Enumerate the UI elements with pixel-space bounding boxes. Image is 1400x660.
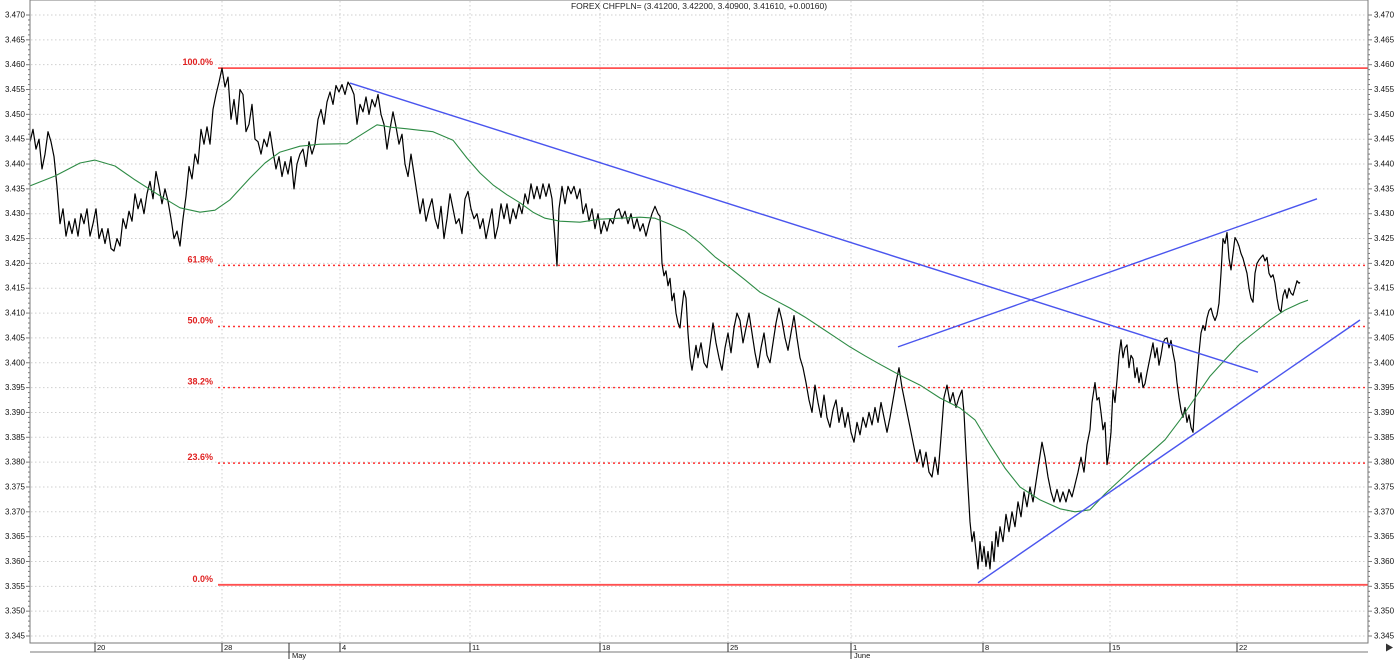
y-axis-label-right: 3.370: [1374, 507, 1395, 516]
axes: 3.345 3.345 3.350 3.350 3.355 3.355 3.360 3.360…: [5, 0, 1395, 660]
trendline-descending-resistance[interactable]: [349, 82, 1259, 373]
moving-average-polyline: [29, 124, 1309, 513]
y-axis-label-right: 3.460: [1374, 60, 1395, 69]
y-axis-label-left: 3.345: [5, 632, 26, 641]
y-axis-label-right: 3.425: [1374, 234, 1395, 243]
y-axis-label-right: 3.355: [1374, 582, 1395, 591]
y-axis-label-left: 3.370: [5, 507, 26, 516]
trendlines: [349, 82, 1361, 584]
y-axis-label-right: 3.385: [1374, 433, 1395, 442]
y-axis-label-left: 3.365: [5, 532, 26, 541]
x-axis-tick-label: 18: [602, 643, 610, 652]
y-axis-label-left: 3.395: [5, 383, 26, 392]
x-axis-tick-label: 25: [730, 643, 738, 652]
y-axis-label-left: 3.420: [5, 259, 26, 268]
y-axis-label-right: 3.445: [1374, 135, 1395, 144]
y-axis-label-left: 3.455: [5, 85, 26, 94]
y-axis-label-left: 3.445: [5, 135, 26, 144]
y-axis-label-right: 3.360: [1374, 557, 1395, 566]
y-axis-label-left: 3.465: [5, 35, 26, 44]
month-label: May: [292, 651, 306, 660]
y-axis-label-right: 3.390: [1374, 408, 1395, 417]
x-axis-tick-label: 20: [97, 643, 105, 652]
y-axis-label-left: 3.400: [5, 358, 26, 367]
y-axis-label-right: 3.375: [1374, 482, 1395, 491]
trendline-ascending-channel-upper[interactable]: [897, 198, 1318, 348]
fib-label: 61.8%: [187, 254, 213, 264]
x-axis-tick-label: 1: [853, 643, 857, 652]
y-axis-label-left: 3.460: [5, 60, 26, 69]
y-axis-label-right: 3.435: [1374, 184, 1395, 193]
y-axis-label-left: 3.375: [5, 482, 26, 491]
fib-label: 100.0%: [182, 57, 213, 67]
moving-average-line: [29, 124, 1309, 513]
y-axis-label-right: 3.400: [1374, 358, 1395, 367]
month-label: June: [854, 651, 870, 660]
y-axis-label-right: 3.395: [1374, 383, 1395, 392]
y-axis-label-left: 3.360: [5, 557, 26, 566]
y-axis-label-right: 3.455: [1374, 85, 1395, 94]
chart-title: FOREX CHFPLN= (3.41200, 3.42200, 3.40900…: [571, 1, 827, 11]
y-axis-label-right: 3.365: [1374, 532, 1395, 541]
y-axis-label-left: 3.405: [5, 333, 26, 342]
y-axis-label-right: 3.350: [1374, 607, 1395, 616]
y-axis-label-left: 3.415: [5, 284, 26, 293]
y-axis-label-right: 3.345: [1374, 632, 1395, 641]
x-axis-tick-label: 15: [1112, 643, 1120, 652]
y-axis-label-left: 3.390: [5, 408, 26, 417]
y-axis-label-left: 3.385: [5, 433, 26, 442]
y-axis-label-left: 3.350: [5, 607, 26, 616]
price-line: [29, 67, 1301, 570]
fib-label: 23.6%: [187, 452, 213, 462]
fib-label: 50.0%: [187, 315, 213, 325]
y-axis-label-right: 3.440: [1374, 160, 1395, 169]
y-axis-label-right: 3.410: [1374, 309, 1395, 318]
x-axis-tick-label: 8: [985, 643, 989, 652]
x-axis-tick-label: 11: [472, 643, 480, 652]
y-axis-label-right: 3.430: [1374, 209, 1395, 218]
x-axis-tick-label: 28: [224, 643, 232, 652]
y-axis-label-left: 3.470: [5, 11, 26, 20]
y-axis-label-left: 3.450: [5, 110, 26, 119]
trendline-ascending-support[interactable]: [977, 319, 1361, 584]
y-axis-label-right: 3.450: [1374, 110, 1395, 119]
plot-border: [29, 0, 1369, 644]
y-axis-label-left: 3.440: [5, 160, 26, 169]
gridlines: [31, 1, 1367, 642]
scroll-right-arrow-icon[interactable]: [1386, 643, 1393, 652]
fib-label: 38.2%: [187, 377, 213, 387]
y-axis-label-left: 3.435: [5, 184, 26, 193]
y-axis-label-right: 3.420: [1374, 259, 1395, 268]
y-axis-label-left: 3.380: [5, 458, 26, 467]
y-axis-label-right: 3.465: [1374, 35, 1395, 44]
y-axis-label-left: 3.430: [5, 209, 26, 218]
x-axis-tick-label: 22: [1239, 643, 1247, 652]
fibonacci-retracement: 100.0% 61.8% 50.0% 38.2% 23.6% 0.0%: [182, 57, 1368, 586]
x-axis-tick-label: 4: [342, 643, 346, 652]
y-axis-label-right: 3.415: [1374, 284, 1395, 293]
price-polyline: [29, 67, 1301, 570]
y-axis-label-left: 3.355: [5, 582, 26, 591]
y-axis-label-left: 3.425: [5, 234, 26, 243]
y-axis-label-right: 3.405: [1374, 333, 1395, 342]
y-axis-label-right: 3.380: [1374, 458, 1395, 467]
fib-label: 0.0%: [192, 574, 213, 584]
y-axis-label-right: 3.470: [1374, 11, 1395, 20]
y-axis-label-left: 3.410: [5, 309, 26, 318]
